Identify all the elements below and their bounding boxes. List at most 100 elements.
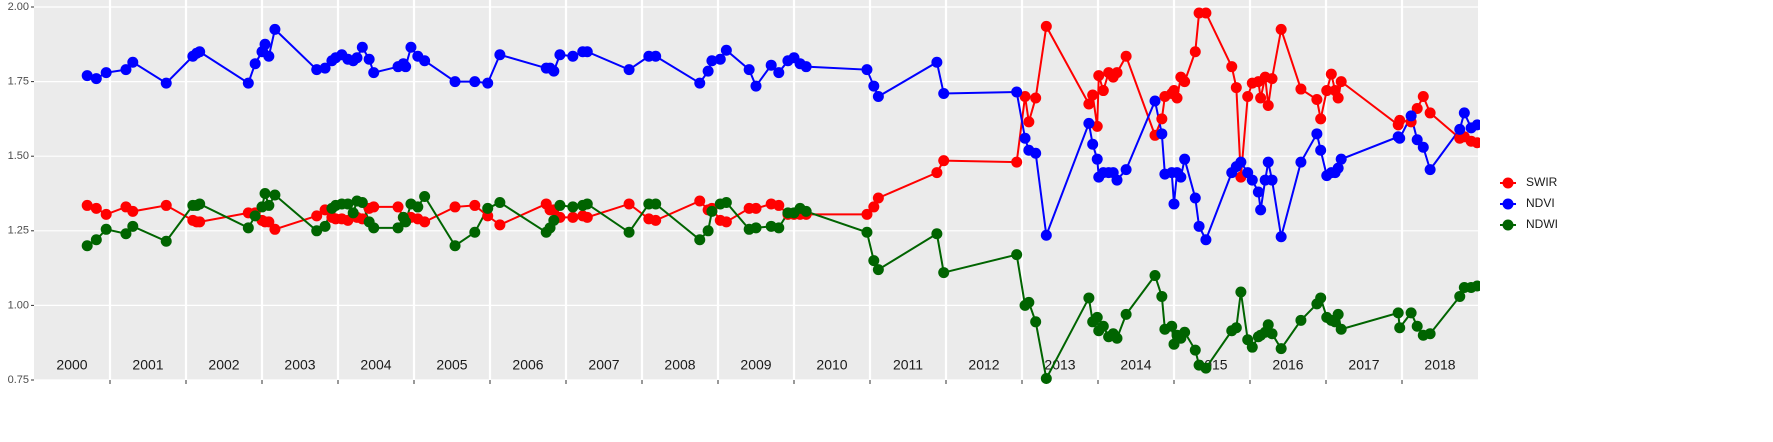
data-point [1471,119,1480,131]
data-point [127,205,139,217]
data-point [1023,296,1035,308]
legend-symbol [1502,219,1514,231]
data-point [194,46,206,58]
data-point [1111,174,1123,186]
data-point [773,222,785,234]
data-point [554,199,566,211]
data-point [623,198,635,210]
data-point [1417,91,1429,103]
data-point [1311,94,1323,106]
data-point [1097,85,1109,97]
data-point [1091,311,1103,323]
data-point [1275,231,1287,243]
data-point [494,49,506,61]
data-point [1454,123,1466,135]
data-point [351,52,363,64]
year-label: 2017 [1348,357,1379,373]
data-point [1120,50,1132,62]
data-point [311,225,323,237]
data-point [623,64,635,76]
data-point [720,196,732,208]
data-point [319,220,331,232]
data-point [269,189,281,201]
marks [81,7,1480,384]
data-point [1246,341,1258,353]
y-tick-label: 1.00 [8,299,29,311]
data-point [1321,85,1333,97]
data-point [1458,107,1470,119]
data-point [469,76,481,88]
data-point [1179,326,1191,338]
data-point [743,64,755,76]
data-point [706,55,718,67]
data-point [120,64,132,76]
data-point [263,199,275,211]
data-point [319,62,331,74]
year-label: 2003 [284,357,315,373]
data-point [1471,280,1480,292]
data-point [127,56,139,68]
data-point [1019,91,1031,103]
data-point [194,216,206,228]
data-point [356,196,368,208]
data-point [249,210,261,222]
data-point [1275,343,1287,355]
legend-symbol [1502,177,1514,189]
data-point [581,46,593,58]
data-point [259,38,271,50]
data-point [1471,137,1480,149]
data-point [1023,116,1035,128]
data-point [1083,98,1095,110]
data-point [1093,70,1105,82]
data-point [1030,92,1042,104]
year-label: 2001 [132,357,163,373]
data-point [1295,83,1307,95]
year-label: 2006 [512,357,543,373]
data-point [1149,270,1161,282]
data-point [1315,113,1327,125]
data-point [1335,153,1347,165]
data-point [494,219,506,231]
data-point [469,226,481,238]
data-point [938,267,950,279]
data-point [449,240,461,252]
data-point [1335,76,1347,88]
data-point [765,59,777,71]
data-point [1230,82,1242,94]
data-point [419,55,431,67]
data-point [469,199,481,211]
data-point [567,201,579,213]
data-point [160,199,172,211]
data-point [1411,134,1423,146]
data-point [548,214,560,226]
data-point [1156,113,1168,125]
legend: SWIR NDVI NDWI [1500,175,1558,231]
year-label: 2010 [816,357,847,373]
data-point [405,41,417,53]
data-point [1262,156,1274,168]
data-point [1011,156,1023,168]
data-point [1189,46,1201,58]
data-point [368,201,380,213]
data-point [567,50,579,62]
data-point [872,264,884,276]
data-point [1120,164,1132,176]
data-point [1235,156,1247,168]
year-label: 2009 [740,357,771,373]
data-point [482,202,494,214]
data-point [872,91,884,103]
year-label: 2011 [893,357,923,373]
data-point [1200,7,1212,19]
data-point [400,61,412,73]
y-tick-label: 1.75 [8,76,29,88]
data-point [1011,86,1023,98]
y-tick-label: 1.50 [8,150,29,162]
data-point [868,201,880,213]
data-point [127,220,139,232]
data-point [1311,128,1323,140]
data-point [650,214,662,226]
data-point [1266,73,1278,85]
data-point [1040,229,1052,241]
data-point [1262,319,1274,331]
